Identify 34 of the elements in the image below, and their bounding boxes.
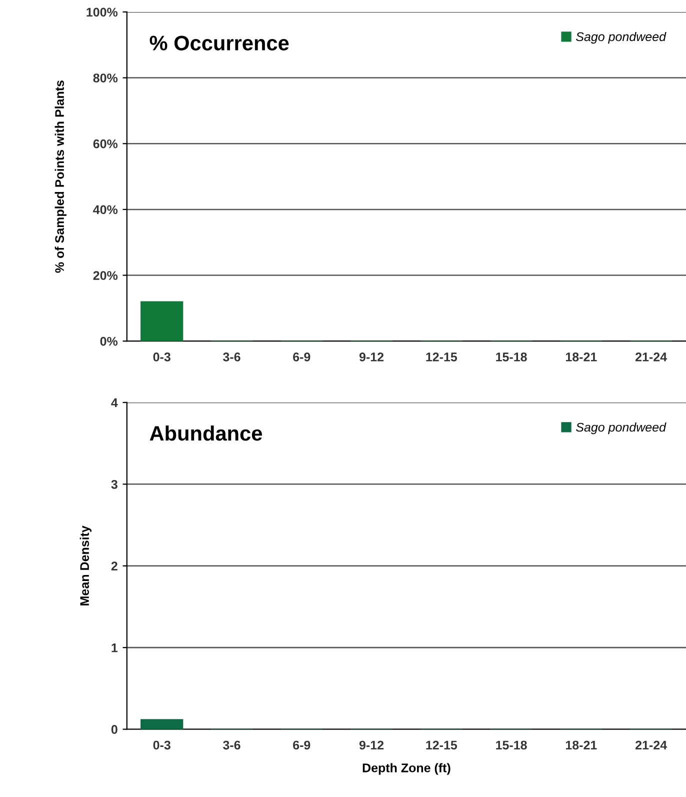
text: Abundance bbox=[150, 425, 262, 441]
x-tick-label: 18-21 bbox=[566, 740, 597, 750]
x-tick-label: 3-6 bbox=[222, 352, 240, 362]
x-tick-label: 15-18 bbox=[496, 352, 527, 362]
x-tick-label: 15-18 bbox=[496, 740, 527, 750]
x-tick-label: 12-15 bbox=[426, 740, 458, 750]
x-tick-label: 9-12 bbox=[359, 352, 384, 362]
x-tick-label: 12-15 bbox=[426, 352, 458, 362]
y-tick-label: 4 bbox=[111, 398, 118, 408]
y-tick-label: 0 bbox=[111, 725, 118, 734]
y-tick-label: 2 bbox=[111, 562, 118, 570]
y-tick-label: 100% bbox=[86, 8, 118, 17]
x-tick-label: 21-24 bbox=[636, 740, 667, 750]
y-tick-label: 60% bbox=[93, 139, 118, 148]
x-tick-label: 21-24 bbox=[636, 352, 667, 362]
text: % Occurrence bbox=[150, 36, 289, 50]
x-tick-label: 9-12 bbox=[359, 740, 384, 750]
legend-label: Sago pondweed bbox=[576, 422, 666, 434]
y-tick-label: 40% bbox=[93, 205, 118, 214]
y-axis-title: % of Sampled Points with Plants bbox=[54, 80, 66, 273]
y-tick-label: 3 bbox=[111, 480, 118, 489]
x-tick-label: 0-3 bbox=[153, 352, 170, 362]
y-tick-label: 20% bbox=[93, 271, 118, 280]
x-tick-label: 0-3 bbox=[153, 740, 170, 750]
y-axis-title: Mean Density bbox=[80, 526, 92, 606]
x-tick-label: 6-9 bbox=[293, 352, 310, 362]
y-tick-label: 0% bbox=[100, 336, 118, 346]
y-tick-label: 80% bbox=[93, 74, 118, 82]
legend-label: Sago pondweed bbox=[576, 32, 666, 44]
y-tick-label: 1 bbox=[112, 643, 118, 652]
x-tick-label: 18-21 bbox=[566, 352, 597, 362]
x-tick-label: 6-9 bbox=[293, 740, 310, 750]
x-tick-label: 3-6 bbox=[222, 740, 240, 750]
x-axis-title: Depth Zone (ft) bbox=[362, 763, 450, 775]
